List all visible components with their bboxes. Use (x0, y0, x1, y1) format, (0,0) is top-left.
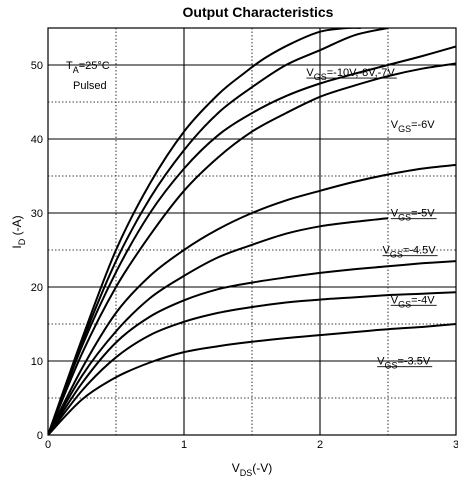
curve-label: VGS=-3.5V (377, 356, 431, 371)
curve-label: VGS=-10V,-8V,-7V (306, 67, 395, 82)
pulsed-condition: Pulsed (73, 80, 107, 92)
x-tick-label: 2 (317, 439, 323, 451)
series-line-3 (48, 45, 456, 435)
y-tick-label: 40 (31, 134, 43, 146)
series-line-7 (48, 260, 456, 435)
grid (48, 28, 456, 435)
series-line-5 (48, 163, 456, 435)
x-tick-label: 3 (453, 439, 458, 451)
curve-label: VGS=-5V (391, 208, 436, 223)
x-axis-label: VDS(-V) (232, 461, 273, 478)
curves (48, 28, 456, 435)
chart-title: Output Characteristics (183, 4, 334, 20)
curve-label: VGS=-4.5V (383, 245, 437, 260)
y-tick-label: 50 (31, 60, 43, 72)
series-line-8 (48, 291, 456, 435)
series-line-4 (48, 62, 456, 435)
plot-frame (47, 27, 457, 436)
series-line-1 (48, 28, 361, 435)
curve-label: VGS=-6V (391, 119, 436, 134)
curve-labels: VGS=-10V,-8V,-7V VGS=-6V VGS=-5V VGS=-4.5V V… (306, 67, 438, 371)
curve-label: VGS=-4V (391, 294, 436, 309)
series-line-6 (48, 217, 389, 435)
series-line-2 (48, 28, 389, 435)
y-tick-label: 0 (37, 430, 43, 442)
x-tick-labels: 0 1 2 3 (45, 439, 458, 451)
y-axis-label: ID (-A) (10, 215, 27, 248)
y-tick-label: 10 (31, 356, 43, 368)
y-tick-label: 30 (31, 208, 43, 220)
x-tick-label: 0 (45, 439, 51, 451)
temperature-condition: TA=25°C (66, 60, 110, 75)
series-line-9 (48, 323, 456, 435)
x-tick-label: 1 (181, 439, 187, 451)
y-tick-labels: 0 10 20 30 40 50 (31, 60, 43, 442)
y-tick-label: 20 (31, 282, 43, 294)
